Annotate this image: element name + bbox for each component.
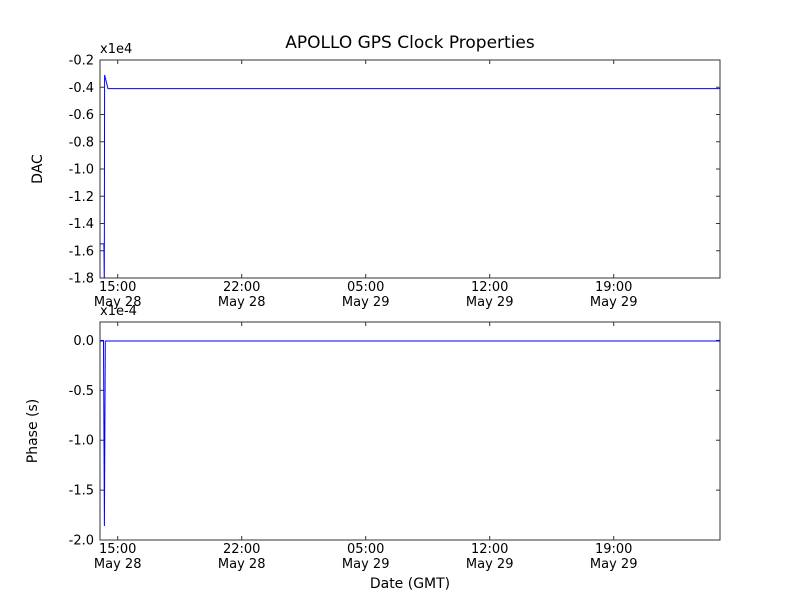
x-tick-label-date: May 29 bbox=[466, 295, 514, 310]
data-line-bottom bbox=[100, 340, 720, 527]
x-tick-label-date: May 29 bbox=[590, 295, 638, 310]
y-tick-label: -1.4 bbox=[69, 217, 94, 232]
x-tick-label-date: May 29 bbox=[466, 557, 514, 572]
y-tick-label: -1.5 bbox=[69, 484, 94, 499]
x-tick-label-date: May 28 bbox=[94, 295, 142, 310]
y-tick-label: -1.2 bbox=[69, 190, 94, 205]
data-line-top bbox=[100, 74, 720, 278]
axes-frame bbox=[99, 59, 721, 279]
x-tick-label-time: 22:00 bbox=[223, 280, 260, 295]
figure-title: APOLLO GPS Clock Properties bbox=[285, 33, 535, 53]
x-tick-label-date: May 28 bbox=[218, 557, 266, 572]
x-tick-label-time: 12:00 bbox=[471, 542, 508, 557]
y-tick-label: -1.0 bbox=[69, 163, 94, 178]
y-tick-label: -0.5 bbox=[69, 384, 94, 399]
y-tick-label: -0.6 bbox=[69, 108, 94, 123]
y-tick-label: -2.0 bbox=[69, 534, 94, 549]
y-tick-label: -1.0 bbox=[69, 434, 94, 449]
x-tick-label-time: 05:00 bbox=[347, 542, 384, 557]
y-tick-label: -1.6 bbox=[69, 244, 94, 259]
y-tick-label: -0.8 bbox=[69, 135, 94, 150]
top-axis-offset-label: x1e4 bbox=[100, 42, 133, 57]
x-tick-label-date: May 29 bbox=[590, 557, 638, 572]
x-tick-label-time: 12:00 bbox=[471, 280, 508, 295]
x-tick-label-date: May 28 bbox=[218, 295, 266, 310]
x-axis-label: Date (GMT) bbox=[369, 576, 451, 592]
x-tick-label-date: May 29 bbox=[342, 295, 390, 310]
x-tick-label-time: 19:00 bbox=[595, 280, 632, 295]
x-tick-label-date: May 28 bbox=[94, 557, 142, 572]
y-tick-label: -0.2 bbox=[69, 54, 94, 69]
x-tick-label-time: 05:00 bbox=[347, 280, 384, 295]
x-tick-label-time: 15:00 bbox=[99, 280, 136, 295]
x-tick-label-time: 19:00 bbox=[595, 542, 632, 557]
x-tick-label-date: May 29 bbox=[342, 557, 390, 572]
x-tick-label-time: 22:00 bbox=[223, 542, 260, 557]
y-tick-label: -1.8 bbox=[69, 272, 94, 287]
axes-frame bbox=[99, 321, 721, 541]
y-tick-label: 0.0 bbox=[73, 334, 94, 349]
y-tick-label: -0.4 bbox=[69, 81, 94, 96]
x-tick-label-time: 15:00 bbox=[99, 542, 136, 557]
bottom-axis-offset-label: x1e-4 bbox=[100, 304, 137, 319]
